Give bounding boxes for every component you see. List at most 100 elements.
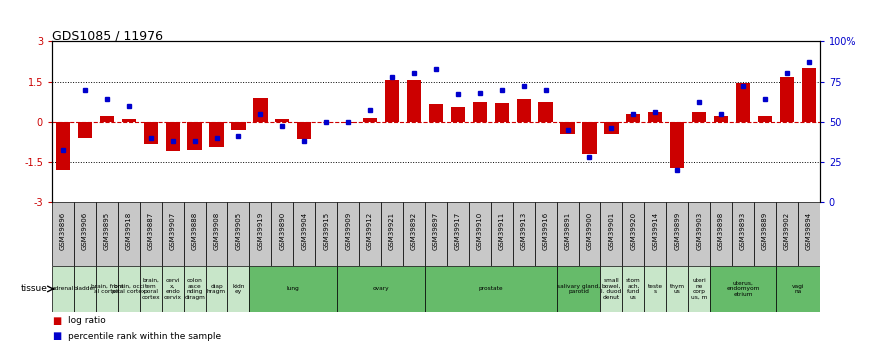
Text: GSM39890: GSM39890 — [280, 211, 285, 250]
Bar — [140, 202, 161, 266]
Bar — [275, 119, 289, 122]
Bar — [714, 116, 728, 122]
Text: GSM39908: GSM39908 — [213, 211, 220, 250]
Bar — [495, 103, 509, 122]
Bar — [96, 202, 117, 266]
Bar — [140, 266, 161, 312]
Bar — [516, 99, 530, 122]
Text: GSM39917: GSM39917 — [455, 211, 461, 250]
Text: cervi
x,
endo
cervix: cervi x, endo cervix — [164, 278, 182, 300]
Bar — [491, 202, 513, 266]
Text: diap
hragm: diap hragm — [207, 284, 226, 294]
Text: adrenal: adrenal — [52, 286, 74, 292]
Text: GSM39921: GSM39921 — [389, 211, 395, 249]
Text: GSM39909: GSM39909 — [345, 211, 351, 250]
Bar — [429, 104, 443, 122]
Text: salivary gland,
parotid: salivary gland, parotid — [557, 284, 600, 294]
Bar — [78, 122, 92, 138]
Bar — [556, 266, 600, 312]
Bar — [337, 202, 359, 266]
Bar — [469, 202, 491, 266]
Bar — [623, 202, 644, 266]
Bar — [556, 202, 579, 266]
Text: small
bowel,
l. duod
denut: small bowel, l. duod denut — [601, 278, 622, 300]
Bar — [271, 202, 293, 266]
Bar — [231, 122, 246, 130]
Bar — [363, 118, 377, 122]
Bar — [667, 266, 688, 312]
Bar — [451, 107, 465, 122]
Text: percentile rank within the sample: percentile rank within the sample — [68, 332, 221, 341]
Bar — [337, 266, 425, 312]
Text: ■: ■ — [52, 332, 61, 341]
Bar — [692, 112, 706, 122]
Bar — [184, 202, 205, 266]
Bar — [425, 202, 447, 266]
Bar — [447, 202, 469, 266]
Bar — [644, 266, 667, 312]
Bar — [711, 266, 776, 312]
Text: prostate: prostate — [478, 286, 503, 292]
Text: GSM39897: GSM39897 — [433, 211, 439, 250]
Text: GSM39916: GSM39916 — [543, 211, 548, 250]
Text: GSM39905: GSM39905 — [236, 211, 241, 249]
Bar — [73, 266, 96, 312]
Text: teste
s: teste s — [648, 284, 663, 294]
Text: GSM39891: GSM39891 — [564, 211, 571, 250]
Text: stom
ach,
fund
us: stom ach, fund us — [626, 278, 641, 300]
Text: GSM39910: GSM39910 — [477, 211, 483, 250]
Text: GSM39902: GSM39902 — [784, 211, 790, 249]
Bar — [407, 80, 421, 122]
Text: GSM39892: GSM39892 — [411, 211, 417, 249]
Bar — [560, 122, 574, 134]
Bar — [52, 266, 73, 312]
Bar — [623, 266, 644, 312]
Bar — [670, 122, 685, 168]
Bar — [776, 202, 798, 266]
Bar — [228, 266, 249, 312]
Bar — [210, 122, 224, 147]
Text: GSM39900: GSM39900 — [587, 211, 592, 250]
Bar — [403, 202, 425, 266]
Text: ■: ■ — [52, 316, 61, 326]
Bar — [73, 202, 96, 266]
Bar — [249, 266, 337, 312]
Bar — [758, 116, 772, 122]
Bar — [780, 78, 794, 122]
Bar — [667, 202, 688, 266]
Text: lung: lung — [287, 286, 299, 292]
Bar — [798, 202, 820, 266]
Text: GSM39894: GSM39894 — [806, 211, 812, 249]
Bar — [96, 266, 117, 312]
Bar — [52, 202, 73, 266]
Text: uterus,
endomyom
etrium: uterus, endomyom etrium — [727, 280, 760, 297]
Bar — [732, 202, 754, 266]
Text: GSM39896: GSM39896 — [60, 211, 66, 250]
Bar — [711, 202, 732, 266]
Bar — [688, 202, 711, 266]
Bar — [122, 119, 136, 122]
Text: kidn
ey: kidn ey — [232, 284, 245, 294]
Text: GSM39919: GSM39919 — [257, 211, 263, 250]
Bar — [736, 83, 750, 122]
Bar — [473, 101, 487, 122]
Bar — [117, 266, 140, 312]
Text: GSM39906: GSM39906 — [82, 211, 88, 250]
Bar — [600, 202, 623, 266]
Text: uteri
ne
corp
us, m: uteri ne corp us, m — [691, 278, 707, 300]
Text: GSM39895: GSM39895 — [104, 211, 110, 249]
Bar — [600, 266, 623, 312]
Text: GDS1085 / 11976: GDS1085 / 11976 — [52, 29, 163, 42]
Text: GSM39907: GSM39907 — [169, 211, 176, 250]
Bar — [648, 112, 662, 122]
Text: log ratio: log ratio — [68, 316, 106, 325]
Text: colon
asce
nding
diragm: colon asce nding diragm — [185, 278, 205, 300]
Text: GSM39887: GSM39887 — [148, 211, 154, 250]
Bar — [688, 266, 711, 312]
Bar — [535, 202, 556, 266]
Text: GSM39893: GSM39893 — [740, 211, 746, 250]
Text: brain,
tem
poral
cortex: brain, tem poral cortex — [142, 278, 160, 300]
Text: GSM39904: GSM39904 — [301, 211, 307, 249]
Bar — [776, 266, 820, 312]
Bar — [187, 122, 202, 150]
